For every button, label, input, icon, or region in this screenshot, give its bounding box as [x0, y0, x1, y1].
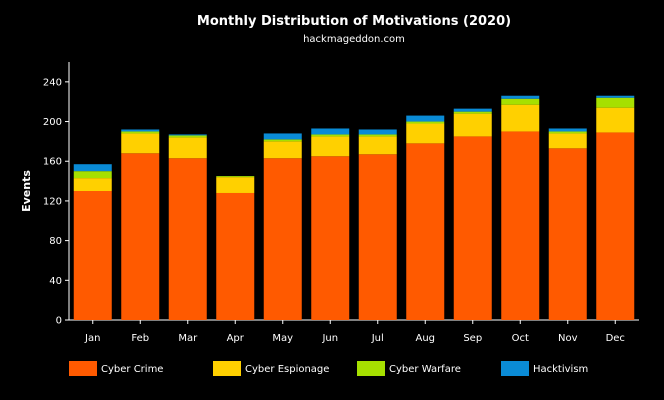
bar-segment-cyber-crime-dec	[596, 132, 635, 320]
bar-segment-cyber-espionage-jun	[311, 136, 350, 157]
bar-segment-cyber-warfare-aug	[406, 121, 445, 124]
legend-swatch-cyber-espionage	[213, 361, 241, 376]
y-tick-label: 120	[43, 196, 62, 207]
bar-segment-cyber-warfare-nov	[548, 131, 587, 134]
bar-segment-hacktivism-jul	[358, 129, 397, 135]
bar-segment-cyber-crime-jan	[73, 191, 112, 320]
legend-label-cyber-warfare: Cyber Warfare	[389, 364, 461, 375]
x-tick-label-dec: Dec	[606, 333, 625, 344]
bar-segment-cyber-espionage-aug	[406, 123, 445, 144]
y-tick-label: 160	[43, 157, 62, 168]
bar-segment-cyber-crime-sep	[453, 136, 492, 320]
chart-subtitle: hackmageddon.com	[303, 34, 405, 45]
bar-segment-hacktivism-sep	[453, 108, 492, 112]
bar-segment-hacktivism-oct	[501, 95, 540, 99]
bar-segment-cyber-warfare-oct	[501, 98, 540, 105]
bar-segment-cyber-espionage-feb	[121, 133, 160, 154]
bar-segment-cyber-crime-apr	[216, 192, 255, 320]
bar-segment-hacktivism-mar	[168, 134, 207, 136]
y-axis-label: Events	[20, 170, 33, 212]
bar-segment-cyber-crime-nov	[548, 148, 587, 320]
bar-segment-cyber-espionage-mar	[168, 137, 207, 159]
bar-segment-cyber-warfare-apr	[216, 176, 255, 178]
bar-segment-cyber-warfare-feb	[121, 131, 160, 134]
x-tick-label-jan: Jan	[84, 333, 100, 344]
bar-segment-cyber-warfare-jun	[311, 134, 350, 137]
x-tick-label-sep: Sep	[463, 333, 482, 344]
legend-label-cyber-crime: Cyber Crime	[101, 364, 163, 375]
bar-segment-cyber-warfare-may	[263, 139, 302, 142]
bar-segment-cyber-espionage-dec	[596, 107, 635, 133]
legend: Cyber Crime Cyber Espionage Cyber Warfare H…	[69, 361, 588, 376]
bar-segment-cyber-espionage-may	[263, 141, 302, 159]
bar-segment-hacktivism-nov	[548, 128, 587, 132]
x-tick-label-aug: Aug	[415, 333, 435, 344]
bar-segment-hacktivism-jun	[311, 128, 350, 135]
bar-segment-cyber-warfare-jul	[358, 134, 397, 137]
bar-segment-hacktivism-jan	[73, 164, 112, 172]
y-tick-label: 0	[56, 316, 62, 327]
legend-swatch-cyber-crime	[69, 361, 97, 376]
legend-label-cyber-espionage: Cyber Espionage	[245, 364, 329, 375]
bar-segment-cyber-crime-may	[263, 158, 302, 320]
y-tick-label: 200	[43, 117, 62, 128]
bar-segment-cyber-warfare-mar	[168, 135, 207, 138]
x-tick-label-oct: Oct	[512, 333, 529, 344]
y-tick-label: 240	[43, 77, 62, 88]
legend-label-hacktivism: Hacktivism	[533, 364, 588, 375]
legend-swatch-hacktivism	[501, 361, 529, 376]
bar-segment-cyber-crime-jul	[358, 154, 397, 320]
x-tick-label-jul: Jul	[371, 333, 384, 344]
x-tick-label-mar: Mar	[178, 333, 198, 344]
bar-segment-cyber-warfare-dec	[596, 97, 635, 108]
bar-segment-hacktivism-dec	[596, 95, 635, 98]
bar-segment-cyber-warfare-jan	[73, 171, 112, 179]
bar-segment-hacktivism-feb	[121, 129, 160, 132]
bar-segment-cyber-espionage-sep	[453, 113, 492, 137]
bar-segment-cyber-espionage-apr	[216, 177, 255, 193]
plot-area: 0 40 80 120 160 200 240 Jan Feb Mar Apr May Jun Jul Au…	[43, 62, 639, 344]
bar-segment-cyber-crime-aug	[406, 143, 445, 320]
bar-segment-cyber-espionage-jan	[73, 178, 112, 191]
x-tick-label-apr: Apr	[227, 333, 245, 344]
x-tick-label-nov: Nov	[558, 333, 578, 344]
x-tick-label-jun: Jun	[321, 333, 338, 344]
x-tick-label-feb: Feb	[131, 333, 149, 344]
bar-segment-cyber-crime-jun	[311, 156, 350, 320]
y-tick-label: 80	[49, 236, 62, 247]
bar-segment-cyber-crime-oct	[501, 131, 540, 320]
y-tick-label: 40	[49, 276, 62, 287]
bar-segment-hacktivism-aug	[406, 115, 445, 122]
bar-segment-cyber-crime-feb	[121, 153, 160, 320]
bar-segment-cyber-espionage-jul	[358, 136, 397, 155]
bar-segment-cyber-warfare-sep	[453, 111, 492, 114]
bar-segment-cyber-espionage-oct	[501, 104, 540, 132]
bar-segment-cyber-espionage-nov	[548, 133, 587, 149]
x-tick-label-may: May	[272, 333, 293, 344]
chart-title: Monthly Distribution of Motivations (202…	[197, 14, 511, 29]
bar-segment-hacktivism-may	[263, 133, 302, 140]
legend-swatch-cyber-warfare	[357, 361, 385, 376]
bar-segment-cyber-crime-mar	[168, 158, 207, 320]
